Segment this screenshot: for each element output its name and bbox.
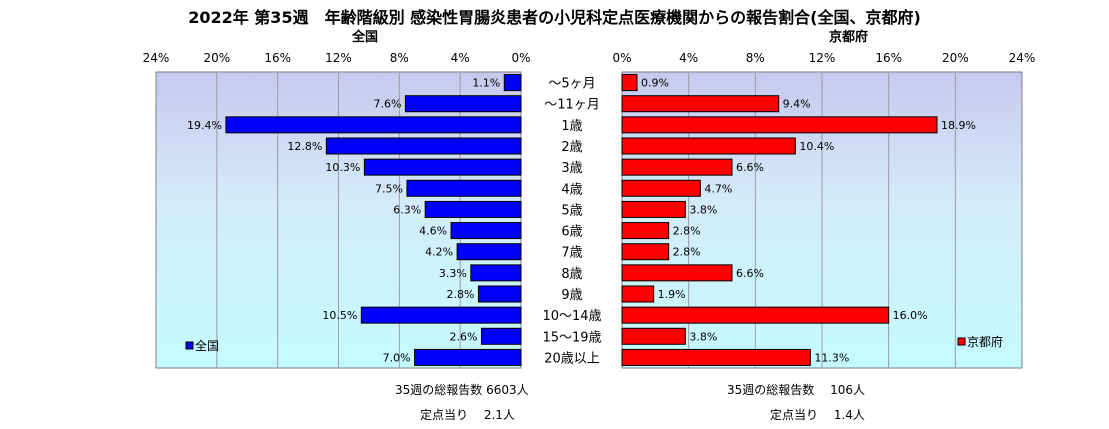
- category-label: 10～14歳: [542, 309, 601, 324]
- kyoto-data-label: 16.0%: [893, 309, 928, 322]
- kyoto-data-label: 1.9%: [658, 288, 686, 301]
- kyoto-data-label: 3.8%: [689, 203, 717, 216]
- national-x-tick-label: 0%: [511, 51, 530, 65]
- kyoto-per-site-note: 定点当り 1.4人: [770, 408, 865, 422]
- category-label: 3歳: [561, 161, 582, 176]
- national-bar: [360, 306, 522, 324]
- national-data-label: 7.5%: [375, 182, 403, 195]
- national-x-tick-label: 12%: [325, 51, 352, 65]
- kyoto-bar: [621, 74, 638, 92]
- national-x-tick-label: 24%: [143, 51, 170, 65]
- kyoto-data-label: 0.9%: [641, 77, 669, 90]
- kyoto-x-tick-label: 16%: [875, 51, 902, 65]
- national-x-tick-label: 16%: [264, 51, 291, 65]
- national-panel-title: 全国: [352, 30, 379, 45]
- kyoto-data-label: 3.8%: [689, 330, 717, 343]
- kyoto-data-label: 11.3%: [814, 351, 849, 364]
- national-bar: [477, 285, 522, 303]
- kyoto-data-label: 18.9%: [941, 119, 976, 132]
- national-bar: [503, 74, 522, 92]
- kyoto-data-label: 4.7%: [704, 182, 732, 195]
- kyoto-bar: [621, 179, 701, 197]
- national-data-label: 12.8%: [287, 140, 322, 153]
- national-data-label: 1.1%: [472, 77, 500, 90]
- national-bar: [363, 158, 522, 176]
- kyoto-x-tick-label: 20%: [942, 51, 969, 65]
- kyoto-legend-swatch: [957, 337, 966, 346]
- category-label: 5歳: [561, 203, 582, 218]
- national-data-label: 2.6%: [450, 330, 478, 343]
- kyoto-bar: [621, 264, 733, 282]
- kyoto-bar: [621, 348, 811, 366]
- national-data-label: 3.3%: [439, 267, 467, 280]
- category-label: 15～19歳: [542, 330, 601, 345]
- national-bar: [456, 243, 522, 261]
- national-legend-swatch: [185, 341, 194, 350]
- national-data-label: 7.0%: [383, 351, 411, 364]
- kyoto-x-tick-label: 24%: [1009, 51, 1036, 65]
- category-label: 2歳: [561, 140, 582, 155]
- national-bar: [424, 200, 522, 218]
- national-data-label: 19.4%: [187, 119, 222, 132]
- national-data-label: 10.3%: [325, 161, 360, 174]
- national-bar: [450, 222, 522, 240]
- national-bar: [480, 327, 522, 345]
- national-data-label: 2.8%: [446, 288, 474, 301]
- chart-title: 2022年 第35週 年齢階級別 感染性胃腸炎患者の小児科定点医療機関からの報告…: [188, 8, 921, 27]
- category-label: ～11ヶ月: [544, 98, 600, 113]
- kyoto-bar: [621, 200, 686, 218]
- national-per-site-note: 定点当り 2.1人: [420, 408, 515, 422]
- category-label: 1歳: [561, 119, 582, 134]
- kyoto-bar: [621, 116, 938, 134]
- kyoto-data-label: 2.8%: [673, 225, 701, 238]
- kyoto-bar: [621, 137, 796, 155]
- national-legend-label: 全国: [195, 338, 219, 353]
- category-label: 20歳以上: [544, 351, 600, 366]
- kyoto-bar: [621, 285, 655, 303]
- kyoto-data-label: 9.4%: [783, 98, 811, 111]
- national-bar: [470, 264, 522, 282]
- kyoto-x-tick-label: 4%: [679, 51, 698, 65]
- kyoto-total-note: 35週の総報告数 106人: [727, 383, 865, 397]
- kyoto-bar: [621, 158, 733, 176]
- national-x-tick-label: 20%: [203, 51, 230, 65]
- category-label: 4歳: [561, 182, 582, 197]
- national-data-label: 4.6%: [419, 225, 447, 238]
- national-bar: [325, 137, 522, 155]
- kyoto-bar: [621, 95, 780, 113]
- national-data-label: 10.5%: [322, 309, 357, 322]
- national-data-label: 6.3%: [393, 203, 421, 216]
- national-bar: [225, 116, 522, 134]
- national-bar: [404, 95, 522, 113]
- national-total-note: 35週の総報告数 6603人: [395, 383, 529, 397]
- kyoto-legend-label: 京都府: [967, 334, 1003, 349]
- kyoto-data-label: 2.8%: [673, 246, 701, 259]
- national-x-tick-label: 8%: [390, 51, 409, 65]
- category-label: 7歳: [561, 246, 582, 261]
- national-data-label: 7.6%: [373, 98, 401, 111]
- kyoto-bar: [621, 327, 686, 345]
- category-label: 8歳: [561, 267, 582, 282]
- kyoto-bar: [621, 306, 890, 324]
- kyoto-data-label: 6.6%: [736, 267, 764, 280]
- kyoto-data-label: 6.6%: [736, 161, 764, 174]
- kyoto-x-tick-label: 12%: [809, 51, 836, 65]
- category-label: 6歳: [561, 225, 582, 240]
- national-x-tick-label: 4%: [451, 51, 470, 65]
- national-data-label: 4.2%: [425, 246, 453, 259]
- national-bar: [414, 348, 522, 366]
- kyoto-bar: [621, 222, 670, 240]
- kyoto-x-tick-label: 0%: [612, 51, 631, 65]
- category-label: ～5ヶ月: [548, 77, 595, 92]
- kyoto-x-tick-label: 8%: [746, 51, 765, 65]
- kyoto-data-label: 10.4%: [799, 140, 834, 153]
- national-bar: [406, 179, 522, 197]
- kyoto-panel-title: 京都府: [829, 30, 869, 45]
- kyoto-bar: [621, 243, 670, 261]
- category-label: 9歳: [561, 288, 582, 303]
